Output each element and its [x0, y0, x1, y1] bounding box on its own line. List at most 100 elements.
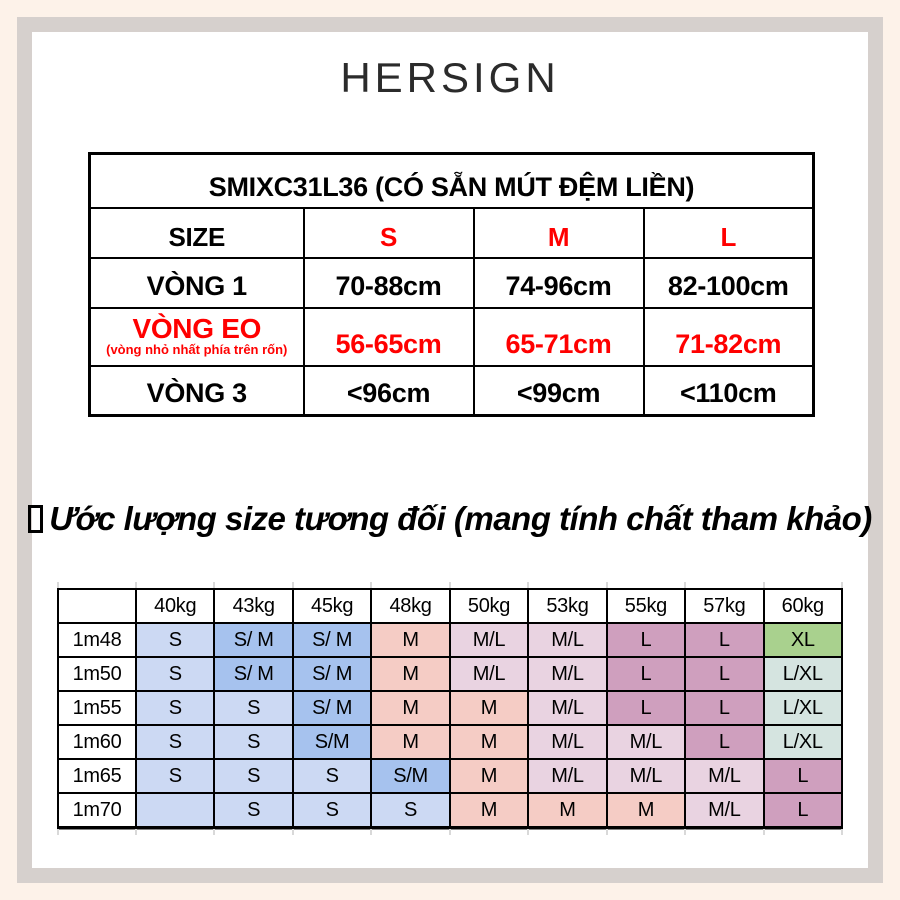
est-cell: M — [450, 726, 530, 760]
est-cell: S/M — [293, 726, 373, 760]
gridline-stub — [765, 582, 843, 588]
gridline-stub — [608, 582, 687, 588]
est-cell: M/L — [607, 726, 687, 760]
spec-row: VÒNG EO (vòng nhỏ nhất phía trên rốn) 56-6… — [88, 306, 815, 367]
est-height-label: 1m48 — [59, 624, 137, 658]
spec-row-sublabel: (vòng nhỏ nhất phía trên rốn) — [106, 342, 288, 358]
estimate-table: 40kg 43kg 45kg 48kg 50kg 53kg 55kg 57kg 60kg 1m48… — [57, 588, 843, 828]
est-cell: S — [137, 726, 216, 760]
est-cell: M — [372, 726, 451, 760]
est-weight-header: 60kg — [764, 590, 843, 624]
est-cell: M — [607, 794, 687, 828]
est-height-label: 1m50 — [59, 658, 137, 692]
est-weight-header: 55kg — [607, 590, 687, 624]
gridline-stub — [294, 582, 373, 588]
estimate-heading-text: Ước lượng size tương đối (mang tính chất… — [49, 500, 872, 537]
est-cell: S/ M — [215, 624, 294, 658]
gridline-stubs-bottom — [57, 829, 843, 835]
spec-cell: 82-100cm — [642, 256, 815, 309]
est-cell: M/L — [529, 760, 608, 794]
spec-cell: <99cm — [472, 364, 645, 417]
est-cell: S — [137, 658, 216, 692]
missing-glyph-box-icon — [28, 505, 44, 533]
est-cell: L/XL — [764, 692, 843, 726]
gridline-stub — [137, 582, 216, 588]
est-cell: M/L — [529, 658, 608, 692]
spec-cell: 70-88cm — [302, 256, 475, 309]
gridline-stub — [451, 582, 530, 588]
est-cell: L — [686, 692, 765, 726]
spec-row-label: VÒNG 1 — [88, 256, 305, 309]
est-cell: S — [137, 760, 216, 794]
est-cell: S — [137, 624, 216, 658]
spec-header-row: SIZE S M L — [88, 206, 815, 259]
spec-row: VÒNG 3 <96cm <99cm <110cm — [88, 364, 815, 417]
est-cell: M — [372, 692, 451, 726]
gridline-stub — [686, 582, 765, 588]
est-cell: M — [450, 794, 530, 828]
size-spec-table: SMIXC31L36 (CÓ SẴN MÚT ĐỆM LIỀN) SIZE S M L… — [88, 152, 816, 417]
est-cell: M — [450, 692, 530, 726]
spec-size-label: SIZE — [88, 206, 305, 259]
spec-cell: <96cm — [302, 364, 475, 417]
est-cell: L — [607, 658, 687, 692]
gridline-stub — [215, 582, 294, 588]
est-cell: M — [372, 624, 451, 658]
est-cell: M/L — [529, 692, 608, 726]
est-weight-header: 43kg — [215, 590, 294, 624]
gridline-stub — [451, 829, 530, 835]
est-cell: S — [215, 726, 294, 760]
gridline-stubs-top — [57, 582, 843, 588]
est-height-label: 1m70 — [59, 794, 137, 828]
est-weight-header: 50kg — [450, 590, 530, 624]
spec-cell: 56-65cm — [302, 306, 475, 367]
gridline-stub — [608, 829, 687, 835]
est-cell: M/L — [686, 760, 765, 794]
est-cell: L — [607, 624, 687, 658]
gridline-stub — [686, 829, 765, 835]
est-cell: L — [607, 692, 687, 726]
est-cell — [137, 794, 216, 828]
gridline-stub — [137, 829, 216, 835]
gridline-stub — [215, 829, 294, 835]
est-cell: S — [137, 692, 216, 726]
est-weight-header: 53kg — [529, 590, 608, 624]
spec-title-row: SMIXC31L36 (CÓ SẴN MÚT ĐỆM LIỀN) — [88, 152, 815, 209]
est-cell: S — [215, 794, 294, 828]
spec-cell: 74-96cm — [472, 256, 645, 309]
gridline-stub — [372, 829, 451, 835]
gridline-stub — [59, 829, 137, 835]
spec-size-l: L — [642, 206, 815, 259]
spec-row-label: VÒNG EO (vòng nhỏ nhất phía trên rốn) — [88, 306, 305, 367]
gridline-stub — [765, 829, 843, 835]
est-cell: S/M — [372, 760, 451, 794]
spec-cell: 71-82cm — [642, 306, 815, 367]
est-cell: S/ M — [293, 658, 373, 692]
est-cell: L — [686, 726, 765, 760]
spec-size-m: M — [472, 206, 645, 259]
spec-cell: 65-71cm — [472, 306, 645, 367]
est-cell: S — [293, 760, 373, 794]
spec-row-label: VÒNG 3 — [88, 364, 305, 417]
spec-row-label-text: VÒNG 3 — [146, 378, 248, 408]
est-weight-header: 40kg — [137, 590, 216, 624]
est-cell: M/L — [607, 760, 687, 794]
est-cell: M — [372, 658, 451, 692]
est-weight-header: 57kg — [686, 590, 765, 624]
spec-row-label-text: VÒNG EO — [132, 312, 262, 344]
est-cell: XL — [764, 624, 843, 658]
est-weight-header: 45kg — [293, 590, 373, 624]
est-cell: L/XL — [764, 726, 843, 760]
est-cell: S — [215, 692, 294, 726]
spec-size-s: S — [302, 206, 475, 259]
est-cell: L — [686, 624, 765, 658]
gridline-stub — [529, 582, 608, 588]
est-height-label: 1m60 — [59, 726, 137, 760]
est-cell: S — [372, 794, 451, 828]
spec-title: SMIXC31L36 (CÓ SẴN MÚT ĐỆM LIỀN) — [88, 152, 815, 209]
est-cell: S/ M — [293, 624, 373, 658]
est-cell: S — [215, 760, 294, 794]
spec-cell: <110cm — [642, 364, 815, 417]
est-cell: M — [529, 794, 608, 828]
gridline-stub — [59, 582, 137, 588]
